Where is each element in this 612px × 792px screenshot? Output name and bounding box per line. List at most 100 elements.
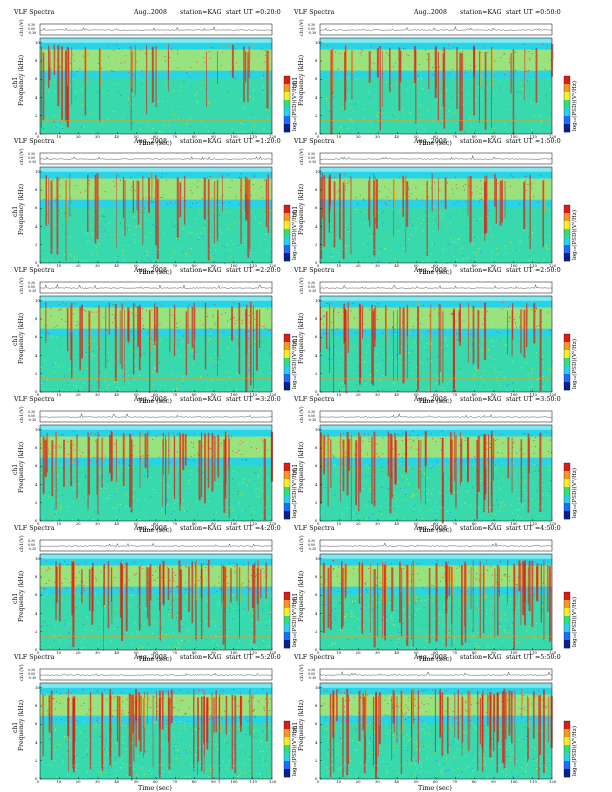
panel-start-time: start UT =1:50:0 bbox=[506, 138, 561, 145]
time-tick-label: 10 bbox=[336, 779, 342, 784]
time-tick-label: 70 bbox=[452, 392, 458, 397]
time-tick-label: 90 bbox=[211, 263, 216, 268]
freq-tick-label: 6 bbox=[315, 463, 318, 469]
freq-tick-label: 8 bbox=[315, 574, 318, 580]
freq-tick-label: 0 bbox=[315, 518, 318, 523]
time-tick-label: 50 bbox=[413, 263, 419, 268]
time-axis-label: Time (sec) bbox=[418, 139, 452, 147]
voltage-trace-frame bbox=[39, 281, 273, 294]
colorbar-segment bbox=[284, 463, 290, 472]
time-tick-label: 100 bbox=[510, 779, 518, 784]
freq-tick-label: 0 bbox=[35, 518, 38, 523]
panel-title: VLF Spectra bbox=[14, 654, 55, 661]
time-tick-label: 50 bbox=[413, 392, 419, 397]
voltage-tick-label: 0.30 bbox=[28, 539, 36, 543]
time-tick-label: 20 bbox=[355, 650, 361, 655]
spectrogram-mid-band bbox=[320, 307, 552, 329]
freq-tick-label: 2 bbox=[315, 112, 318, 118]
colorbar-frame bbox=[283, 591, 291, 649]
voltage-tick-label: 0.30 bbox=[28, 23, 36, 27]
colorbar-segment bbox=[284, 124, 290, 133]
freq-tick-label: 10 bbox=[315, 555, 320, 561]
time-tick-label: 70 bbox=[452, 134, 458, 139]
freq-tick-label: 8 bbox=[35, 445, 38, 451]
time-tick-label: 50 bbox=[133, 650, 139, 655]
freq-tick-label: 0 bbox=[315, 131, 318, 136]
time-tick-label: 90 bbox=[491, 392, 496, 397]
voltage-tick-label: 0.00 bbox=[308, 414, 316, 418]
panel-date: Aug..2008 bbox=[134, 9, 167, 16]
time-axis-label: Time (sec) bbox=[138, 526, 172, 534]
voltage-trace-frame bbox=[39, 539, 273, 552]
colorbar-frame bbox=[563, 204, 571, 262]
time-axis-label: Time (sec) bbox=[418, 655, 452, 663]
voltage-trace-frame bbox=[319, 410, 553, 423]
panel-start-time: start UT =4:50:0 bbox=[506, 525, 561, 532]
colorbar-segment bbox=[284, 471, 290, 480]
colorbar-segment bbox=[284, 237, 290, 246]
panel-start-time: start UT =0:20:0 bbox=[226, 9, 281, 16]
colorbar-segment bbox=[564, 245, 570, 254]
time-tick-label: 10 bbox=[56, 392, 62, 397]
panel-date: Aug..2008 bbox=[414, 267, 447, 274]
panel-date: Aug..2008 bbox=[414, 396, 447, 403]
time-tick-label: 30 bbox=[375, 263, 380, 268]
time-tick-label: 0 bbox=[317, 521, 320, 526]
time-tick-label: 10 bbox=[56, 521, 62, 526]
time-tick-label: 40 bbox=[394, 779, 400, 784]
spectrogram-mid-band bbox=[40, 307, 272, 329]
spectrogram-bursts bbox=[320, 172, 545, 260]
voltage-tick-label: -0.30 bbox=[28, 676, 37, 680]
time-tick-label: 20 bbox=[75, 650, 81, 655]
time-tick-label: 100 bbox=[510, 263, 518, 268]
panel-title: VLF Spectra bbox=[14, 396, 55, 403]
panel-station: station=KAG bbox=[180, 138, 222, 145]
voltage-tick-label: 0.30 bbox=[308, 410, 316, 414]
freq-tick-label: 10 bbox=[315, 39, 320, 45]
voltage-tick-label: 0.30 bbox=[28, 281, 36, 285]
freq-tick-label: 10 bbox=[35, 39, 40, 45]
time-tick-label: 0 bbox=[37, 392, 40, 397]
voltage-trace-frame bbox=[319, 281, 553, 294]
voltage-tick-label: -0.30 bbox=[28, 160, 37, 164]
freq-tick-label: 0 bbox=[35, 131, 38, 136]
spectrogram-top-band bbox=[40, 38, 272, 43]
time-tick-label: 0 bbox=[37, 263, 40, 268]
colorbar-segment bbox=[284, 592, 290, 601]
panel-start-time: start UT =3:50:0 bbox=[506, 396, 561, 403]
panel-title: VLF Spectra bbox=[14, 525, 55, 532]
time-tick-label: 60 bbox=[433, 779, 438, 784]
spectrogram-bursts bbox=[320, 302, 542, 394]
time-tick-label: 40 bbox=[394, 650, 400, 655]
colorbar-segment bbox=[284, 116, 290, 125]
time-tick-label: 100 bbox=[230, 263, 238, 268]
time-axis-label: Time (sec) bbox=[418, 268, 452, 276]
spectrogram-top-band bbox=[320, 425, 552, 430]
voltage-trace-line bbox=[319, 413, 553, 418]
voltage-tick-label: 0.00 bbox=[28, 285, 36, 289]
colorbar-frame bbox=[283, 204, 291, 262]
time-tick-label: 30 bbox=[375, 779, 380, 784]
time-tick-label: 20 bbox=[355, 779, 361, 784]
time-tick-label: 20 bbox=[355, 134, 361, 139]
panel-start-time: start UT =2:50:0 bbox=[506, 267, 561, 274]
colorbar-segment bbox=[564, 761, 570, 770]
panel-date: Aug..2008 bbox=[134, 525, 167, 532]
spectrogram-top-band bbox=[320, 38, 552, 43]
voltage-tick-label: -0.30 bbox=[28, 418, 37, 422]
time-tick-label: 80 bbox=[191, 779, 197, 784]
time-tick-label: 30 bbox=[95, 392, 100, 397]
voltage-trace-frame bbox=[319, 668, 553, 681]
colorbar-segment bbox=[284, 487, 290, 496]
time-tick-label: 120 bbox=[549, 263, 557, 268]
colorbar-segment bbox=[564, 503, 570, 512]
voltage-tick-label: -0.30 bbox=[308, 289, 317, 293]
time-tick-label: 90 bbox=[211, 521, 216, 526]
colorbar-segment bbox=[284, 213, 290, 222]
colorbar bbox=[283, 591, 291, 649]
time-tick-label: 110 bbox=[529, 521, 537, 526]
time-tick-label: 20 bbox=[75, 521, 81, 526]
